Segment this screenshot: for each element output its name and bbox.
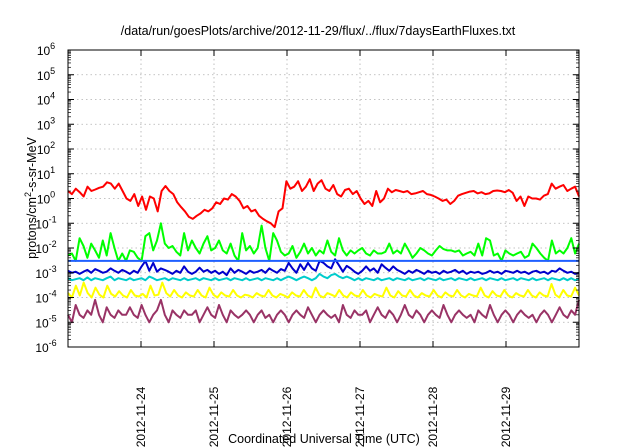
- y-tick-label-base: 10: [37, 143, 51, 157]
- x-tick-label: 2012-11-25: [207, 386, 221, 447]
- y-tick-label-exp: 1: [50, 165, 55, 175]
- y-tick-label-exp: -2: [49, 239, 57, 249]
- y-axis: 10-610-510-410-310-210-11001011021031041…: [35, 41, 579, 355]
- y-tick-label: 10-2: [35, 239, 56, 256]
- series-line-2: [67, 222, 580, 262]
- y-axis-label: protons/cm2-s-sr-MeV: [23, 136, 39, 258]
- y-tick-label: 104: [37, 91, 55, 108]
- y-tick-label-exp: 2: [50, 140, 55, 150]
- y-tick-label: 102: [37, 140, 55, 157]
- y-tick-label: 10-1: [35, 214, 56, 231]
- series-line-1: [67, 178, 580, 229]
- x-tick-label: 2012-11-27: [353, 386, 367, 447]
- series-line-3: [67, 258, 580, 277]
- y-tick-label: 101: [37, 165, 55, 182]
- y-tick-label-exp: -1: [49, 214, 57, 224]
- y-tick-label: 106: [37, 41, 55, 58]
- x-tick-label: 2012-11-28: [426, 386, 440, 447]
- y-tick-label: 10-6: [35, 338, 56, 355]
- y-axis-label-base: protons/cm: [25, 197, 39, 259]
- y-tick-label-exp: 3: [50, 115, 55, 125]
- y-tick-label-exp: -6: [49, 338, 57, 348]
- y-tick-label-base: 10: [37, 193, 51, 207]
- y-tick-label-base: 10: [37, 168, 51, 182]
- y-tick-label: 100: [37, 190, 55, 207]
- y-tick-label-base: 10: [35, 242, 49, 256]
- x-tick-label: 2012-11-26: [280, 386, 294, 447]
- y-axis-label-rest: -s-sr-MeV: [25, 136, 39, 192]
- y-tick-label: 105: [37, 66, 55, 83]
- y-tick-label: 10-5: [35, 313, 56, 330]
- grid: [68, 50, 579, 347]
- y-tick-label-base: 10: [37, 94, 51, 108]
- y-tick-label-exp: -3: [49, 264, 57, 274]
- y-tick-label-base: 10: [37, 69, 51, 83]
- series-line-7: [67, 298, 580, 324]
- series-line-5: [67, 272, 580, 282]
- x-axis-label: Coordinated Universal Time (UTC): [228, 432, 420, 446]
- series-line-6: [67, 281, 580, 299]
- y-tick-label-base: 10: [35, 217, 49, 231]
- chart-title: /data/run/goesPlots/archive/2012-11-29/f…: [121, 24, 516, 38]
- y-tick-label-base: 10: [37, 118, 51, 132]
- x-tick-label: 2012-11-29: [499, 386, 513, 447]
- x-axis: 2012-11-24 2012-11-25 2012-11-26 2012-11-27…: [134, 50, 513, 447]
- y-tick-label-base: 10: [35, 316, 49, 330]
- y-tick-label: 10-4: [35, 289, 56, 306]
- y-tick-label-base: 10: [35, 341, 49, 355]
- x-tick-label: 2012-11-24: [134, 386, 148, 447]
- y-tick-label: 10-3: [35, 264, 56, 281]
- y-tick-label-exp: -5: [49, 313, 57, 323]
- y-axis-label-sup: 2: [23, 192, 33, 197]
- series-layer: [67, 178, 580, 324]
- y-tick-label-base: 10: [35, 292, 49, 306]
- y-tick-label-exp: 6: [50, 41, 55, 51]
- y-tick-label-exp: 4: [50, 91, 55, 101]
- y-tick-label-exp: 5: [50, 66, 55, 76]
- y-tick-label: 103: [37, 115, 55, 132]
- y-tick-label-base: 10: [35, 267, 49, 281]
- y-tick-label-base: 10: [37, 44, 51, 58]
- y-tick-label-exp: 0: [50, 190, 55, 200]
- y-tick-label-exp: -4: [49, 289, 57, 299]
